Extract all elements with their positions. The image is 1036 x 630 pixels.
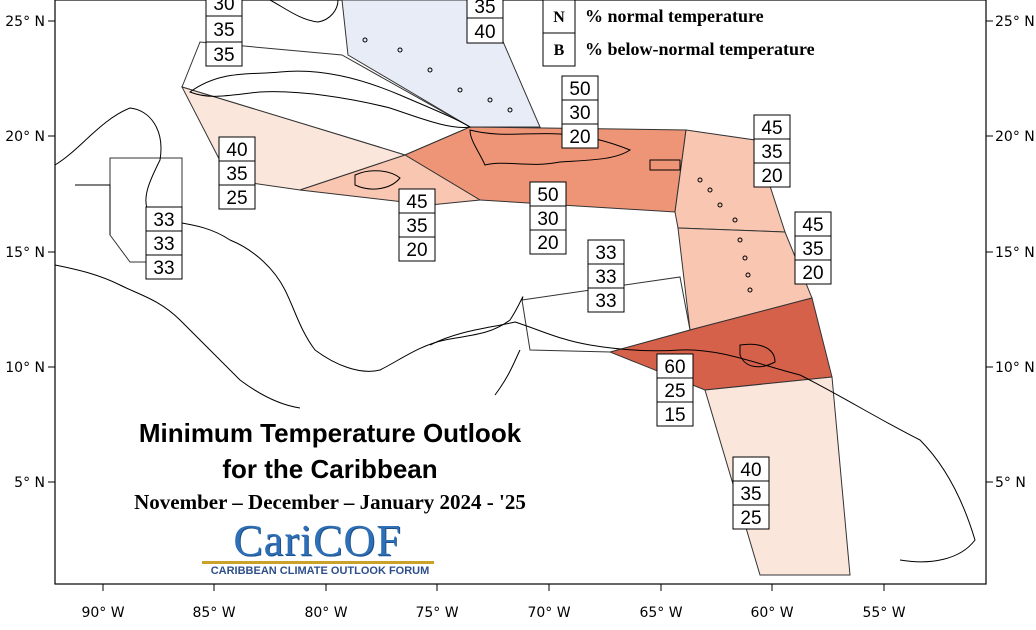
prob-value: 35 (213, 45, 234, 66)
prob-value: 40 (226, 140, 247, 161)
logo-subtitle: CARIBBEAN CLIMATE OUTLOOK FORUM (210, 565, 430, 577)
prob-box-cuba-south: 40 35 25 (218, 136, 256, 210)
longitude-labels: 90° W 85° W 80° W 75° W 70° W 65° W 60° … (81, 605, 905, 621)
prob-box-jamaica: 45 35 20 (398, 188, 436, 262)
legend: N % normal temperature B % below-normal … (542, 0, 815, 67)
prob-value: 20 (761, 166, 782, 187)
prob-box-guianas: 40 35 25 (732, 456, 770, 530)
lat-label: 10° N (995, 360, 1035, 376)
logo-name: CariCOF (233, 516, 402, 565)
legend-key-b: B (554, 42, 565, 59)
map-title-line2: for the Caribbean (222, 454, 438, 484)
prob-value: 25 (664, 381, 685, 402)
logo-underline (202, 561, 434, 564)
prob-value: 35 (761, 142, 782, 163)
prob-value: 33 (153, 234, 174, 255)
prob-value: 35 (802, 239, 823, 260)
prob-value: 33 (153, 210, 174, 231)
caricof-logo: CariCOF CARIBBEAN CLIMATE OUTLOOK FORUM (200, 515, 440, 579)
prob-value: 35 (474, 0, 495, 18)
lon-label: 55° W (862, 605, 905, 621)
lon-label: 85° W (192, 605, 235, 621)
prob-box-leeward: 45 35 20 (753, 114, 791, 188)
lat-label: 25° N (5, 14, 45, 30)
lon-label: 90° W (81, 605, 124, 621)
prob-value: 35 (406, 216, 427, 237)
lon-label: 75° W (415, 605, 458, 621)
legend-key-box-n (542, 0, 576, 34)
latitude-labels-left: 25° N 20° N 15° N 10° N 5° N (5, 14, 45, 491)
prob-value: 33 (595, 243, 616, 264)
lat-label: 5° N (14, 475, 45, 491)
prob-value: 60 (664, 357, 685, 378)
prob-value: 50 (537, 185, 558, 206)
map-title: Minimum Temperature Outlook (138, 418, 522, 448)
legend-label-below: % below-normal temperature (585, 39, 815, 59)
probability-boxes: 30 35 35 35 40 50 30 20 45 35 20 40 35 2… (145, 0, 832, 530)
prob-value: 20 (406, 240, 427, 261)
region-abc-islands (521, 276, 691, 353)
lat-label: 10° N (5, 360, 45, 376)
prob-value: 35 (740, 484, 761, 505)
legend-label-normal: % normal temperature (585, 6, 764, 26)
prob-value: 33 (595, 291, 616, 312)
prob-value: 20 (802, 263, 823, 284)
prob-value: 35 (213, 20, 234, 41)
lon-label: 80° W (304, 605, 347, 621)
lon-label: 60° W (750, 605, 793, 621)
prob-value: 40 (474, 22, 495, 43)
legend-key-box-b (542, 32, 576, 67)
prob-box-bahamas-left: 30 35 35 (205, 0, 243, 67)
prob-value: 30 (569, 103, 590, 124)
latitude-labels-right: 25° N 20° N 15° N 10° N 5° N (995, 14, 1035, 491)
prob-box-belize: 33 33 33 (145, 206, 183, 280)
prob-value: 45 (406, 192, 427, 213)
prob-box-bahamas-right: 35 40 (466, 0, 504, 44)
prob-value: 45 (802, 215, 823, 236)
prob-value: 15 (664, 405, 685, 426)
prob-box-abc-islands: 33 33 33 (587, 239, 625, 313)
lat-label: 15° N (995, 245, 1035, 261)
axis-ticks (48, 20, 993, 591)
prob-value: 25 (740, 508, 761, 529)
prob-value: 30 (213, 0, 234, 15)
prob-value: 40 (740, 460, 761, 481)
prob-box-hispaniola-south: 50 30 20 (529, 181, 567, 255)
prob-value: 35 (226, 164, 247, 185)
prob-box-hispaniola-north: 50 30 20 (561, 75, 599, 149)
map-period: November – December – January 2024 - '25 (134, 490, 526, 514)
lon-label: 70° W (527, 605, 570, 621)
prob-value: 30 (537, 209, 558, 230)
legend-key-n: N (553, 9, 565, 26)
prob-box-trinidad: 60 25 15 (656, 353, 694, 427)
lon-label: 65° W (639, 605, 682, 621)
prob-value: 50 (569, 79, 590, 100)
lat-label: 15° N (5, 245, 45, 261)
lat-label: 20° N (5, 129, 45, 145)
lat-label: 5° N (995, 475, 1026, 491)
prob-value: 20 (537, 233, 558, 254)
lat-label: 20° N (995, 129, 1035, 145)
prob-value: 33 (595, 267, 616, 288)
prob-box-windward: 45 35 20 (794, 211, 832, 285)
prob-value: 45 (761, 118, 782, 139)
coastlines (54, 0, 976, 563)
prob-value: 25 (226, 188, 247, 209)
lat-label: 25° N (995, 14, 1035, 30)
prob-value: 33 (153, 258, 174, 279)
prob-value: 20 (569, 127, 590, 148)
